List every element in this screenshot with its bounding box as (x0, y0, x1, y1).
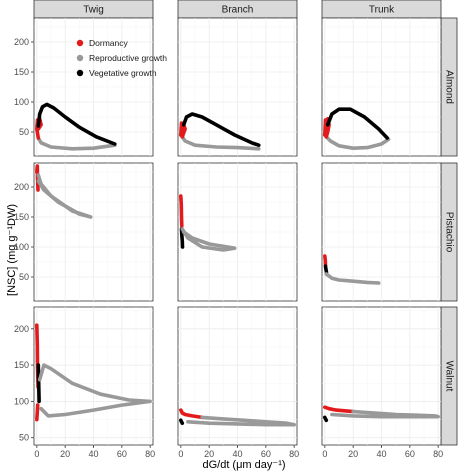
y-tick-label: 50 (19, 433, 29, 443)
series-reproductive-walnut-trunk (330, 409, 440, 419)
x-tick-label: 40 (376, 449, 386, 459)
series-vegetative-walnut-trunk (323, 415, 329, 423)
series-reproductive-pistachio-branch (180, 227, 237, 252)
series-reproductive-pistachio-trunk (324, 272, 381, 285)
y-tick-label: 200 (14, 37, 29, 47)
x-tick-label: 80 (433, 449, 443, 459)
x-tick-label: 20 (348, 449, 358, 459)
y-tick-label: 150 (14, 67, 29, 77)
column-strip-label: Trunk (369, 5, 395, 16)
series-dormancy-walnut-trunk (323, 405, 355, 414)
y-tick-label: 200 (14, 182, 29, 192)
y-tick-label: 150 (14, 212, 29, 222)
legend-key-vegetative-growth (76, 69, 84, 77)
x-tick-label: 60 (261, 449, 271, 459)
panel-grid (322, 307, 441, 445)
panel-grid (322, 163, 441, 301)
row-strip-label: Pistachio (443, 212, 454, 253)
series-dormancy-pistachio-trunk (323, 254, 328, 267)
series-vegetative-walnut-branch (179, 418, 185, 425)
panel-grid (34, 163, 153, 301)
y-tick-label: 100 (14, 396, 29, 406)
row-strip-label: Almond (443, 70, 454, 104)
series-vegetative-almond-branch (181, 112, 261, 147)
series-dormancy-almond-branch (179, 121, 187, 139)
legend-key-dormancy (76, 39, 84, 47)
x-axis-title: dG/dt (μm day⁻¹) (202, 459, 285, 471)
x-tick-label: 40 (88, 449, 98, 459)
x-tick-label: 0 (34, 449, 39, 459)
y-tick-label: 100 (14, 242, 29, 252)
x-tick-label: 40 (232, 449, 242, 459)
panel-grid (34, 307, 153, 445)
legend-label: Reproductive growth (89, 53, 167, 63)
series-reproductive-almond-twig (36, 136, 117, 151)
y-axis-title: [NSC] (mg g⁻¹DW) (6, 204, 18, 296)
row-strip-label: Walnut (443, 361, 454, 392)
x-tick-label: 20 (60, 449, 70, 459)
panel-grid (178, 163, 297, 301)
series-dormancy-walnut-twig (35, 403, 40, 422)
series-reproductive-walnut-twig (37, 363, 152, 418)
x-tick-label: 60 (117, 449, 127, 459)
panel-grid (178, 18, 297, 156)
series-vegetative-almond-twig (36, 102, 117, 146)
x-tick-label: 0 (178, 449, 183, 459)
series-dormancy-almond-trunk (323, 117, 331, 139)
y-tick-label: 200 (14, 324, 29, 334)
series-vegetative-pistachio-branch (179, 227, 185, 249)
legend: Dormancy Reproductive growth Vegetative gr… (76, 38, 167, 78)
x-tick-label: 80 (145, 449, 155, 459)
series-reproductive-pistachio-twig (36, 173, 93, 219)
y-tick-label: 100 (14, 97, 29, 107)
legend-key-reproductive-growth (76, 54, 84, 62)
x-tick-label: 0 (322, 449, 327, 459)
series-vegetative-walnut-twig (36, 363, 41, 404)
y-tick-label: 150 (14, 360, 29, 370)
series-vegetative-pistachio-trunk (323, 264, 329, 274)
series-vegetative-almond-trunk (325, 107, 389, 140)
panel-grid (34, 18, 153, 156)
x-tick-label: 80 (289, 449, 299, 459)
column-strip-label: Branch (222, 5, 254, 16)
column-strip-label: Twig (83, 5, 104, 16)
legend-label: Vegetative growth (89, 68, 157, 78)
x-tick-label: 60 (405, 449, 415, 459)
series-dormancy-walnut-branch (179, 408, 204, 420)
series-reproductive-almond-branch (180, 135, 261, 151)
series-reproductive-almond-trunk (324, 135, 391, 150)
x-tick-label: 20 (204, 449, 214, 459)
series-dormancy-pistachio-branch (179, 194, 184, 228)
series-reproductive-walnut-branch (186, 415, 296, 427)
y-tick-label: 50 (19, 272, 29, 282)
series-dormancy-pistachio-twig (35, 164, 40, 192)
legend-label: Dormancy (89, 38, 128, 48)
y-tick-label: 50 (19, 127, 29, 137)
